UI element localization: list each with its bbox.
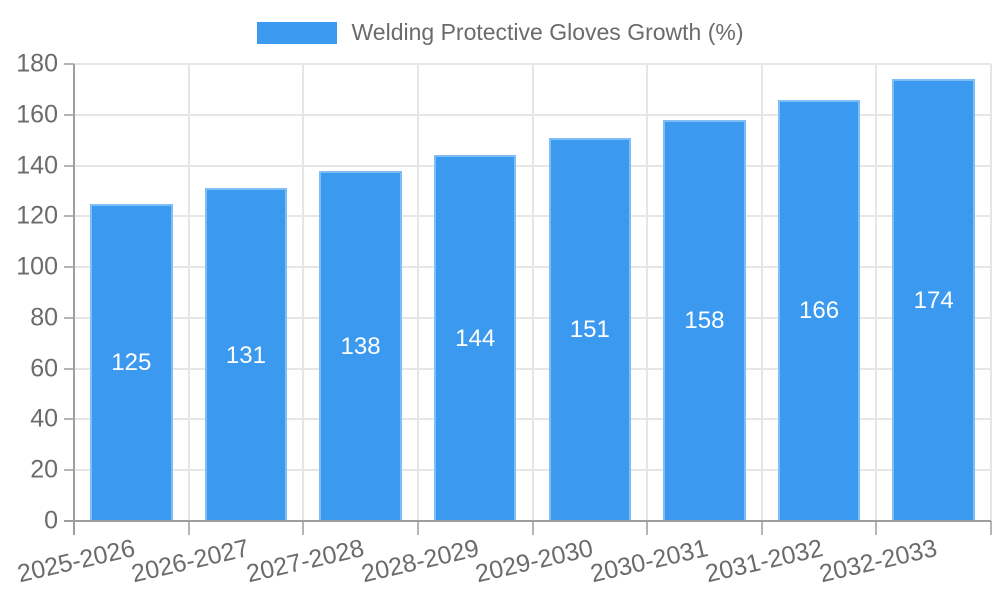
y-tick-mark [64, 316, 74, 319]
x-axis-line [64, 520, 991, 522]
y-tick-mark [64, 215, 74, 218]
gridline-horizontal [64, 316, 991, 319]
x-tick-label: 2031-2032 [702, 534, 826, 589]
bar-value-label: 131 [225, 341, 266, 369]
y-tick-label: 140 [16, 151, 58, 180]
gridline-horizontal [64, 469, 991, 472]
gridline-vertical [531, 64, 534, 521]
y-tick-label: 60 [30, 354, 58, 383]
y-tick-mark [64, 113, 74, 116]
gridline-horizontal [64, 367, 991, 370]
legend-swatch [256, 21, 337, 44]
y-tick-label: 20 [30, 455, 58, 484]
y-tick-mark [64, 418, 74, 421]
x-tick-mark [302, 521, 305, 535]
y-tick-label: 100 [16, 252, 58, 281]
x-tick-label: 2026-2027 [129, 534, 253, 589]
bar-value-label: 166 [799, 297, 840, 325]
y-tick-mark [64, 266, 74, 269]
y-tick-mark [64, 469, 74, 472]
bar-value-label: 151 [569, 316, 610, 344]
y-tick-mark [64, 367, 74, 370]
y-tick-label: 160 [16, 100, 58, 129]
bar[interactable]: 125 [90, 203, 173, 521]
gridline-horizontal [64, 63, 991, 65]
x-tick-mark [990, 521, 992, 535]
y-tick-label: 80 [30, 303, 58, 332]
x-tick-label: 2032-2033 [816, 534, 940, 589]
y-axis-labels: 0 20 40 60 80 100 120 140 160 180 [0, 51, 58, 533]
x-axis-labels: 2025-2026 2026-2027 2027-2028 2028-2029 2029… [15, 521, 991, 600]
bar[interactable]: 144 [433, 155, 517, 521]
x-tick-mark [646, 521, 649, 535]
y-tick-label: 120 [16, 201, 58, 230]
x-tick-mark [187, 521, 190, 535]
x-tick-label: 2029-2030 [473, 534, 596, 589]
bar-value-label: 138 [340, 332, 381, 360]
gridline-horizontal [64, 164, 991, 167]
gridline-horizontal [64, 113, 991, 116]
y-tick-label: 0 [44, 506, 58, 535]
bar[interactable]: 138 [319, 170, 402, 521]
gridline-vertical [760, 64, 763, 521]
x-tick-label: 2028-2029 [358, 534, 482, 589]
gridline-vertical [990, 64, 992, 521]
x-tick-label: 2030-2031 [587, 534, 711, 589]
legend-label: Welding Protective Gloves Growth (%) [351, 19, 744, 45]
chart-legend[interactable]: Welding Protective Gloves Growth (%) [0, 19, 1000, 46]
gridline-horizontal [64, 266, 991, 269]
x-tick-label: 2025-2026 [14, 534, 138, 589]
y-axis-line [73, 64, 75, 535]
x-tick-label: 2027-2028 [243, 534, 367, 589]
bar-value-label: 158 [684, 307, 725, 335]
x-tick-mark [875, 521, 878, 535]
bar-value-label: 174 [913, 287, 954, 315]
bar[interactable]: 151 [548, 137, 632, 521]
x-tick-mark [416, 521, 419, 535]
gridline-horizontal [64, 215, 991, 218]
plot-area: 125 131 138 144 151 158 166 174 [64, 63, 992, 535]
bar[interactable]: 131 [204, 188, 288, 521]
x-tick-mark [531, 521, 534, 535]
y-tick-mark [64, 63, 74, 65]
x-tick-mark [760, 521, 763, 535]
gridline-horizontal [64, 418, 991, 421]
y-tick-mark [64, 164, 74, 167]
y-tick-label: 180 [16, 49, 58, 78]
bar[interactable]: 174 [892, 79, 975, 521]
gridline-vertical [875, 64, 878, 521]
gridline-vertical [416, 64, 419, 521]
bar-value-label: 125 [111, 349, 152, 377]
bar-value-label: 144 [455, 325, 496, 353]
y-tick-label: 40 [30, 404, 58, 433]
gridline-vertical [302, 64, 305, 521]
bar[interactable]: 166 [777, 99, 861, 521]
gridline-vertical [187, 64, 190, 521]
bar[interactable]: 158 [663, 119, 746, 521]
gridline-vertical [646, 64, 649, 521]
